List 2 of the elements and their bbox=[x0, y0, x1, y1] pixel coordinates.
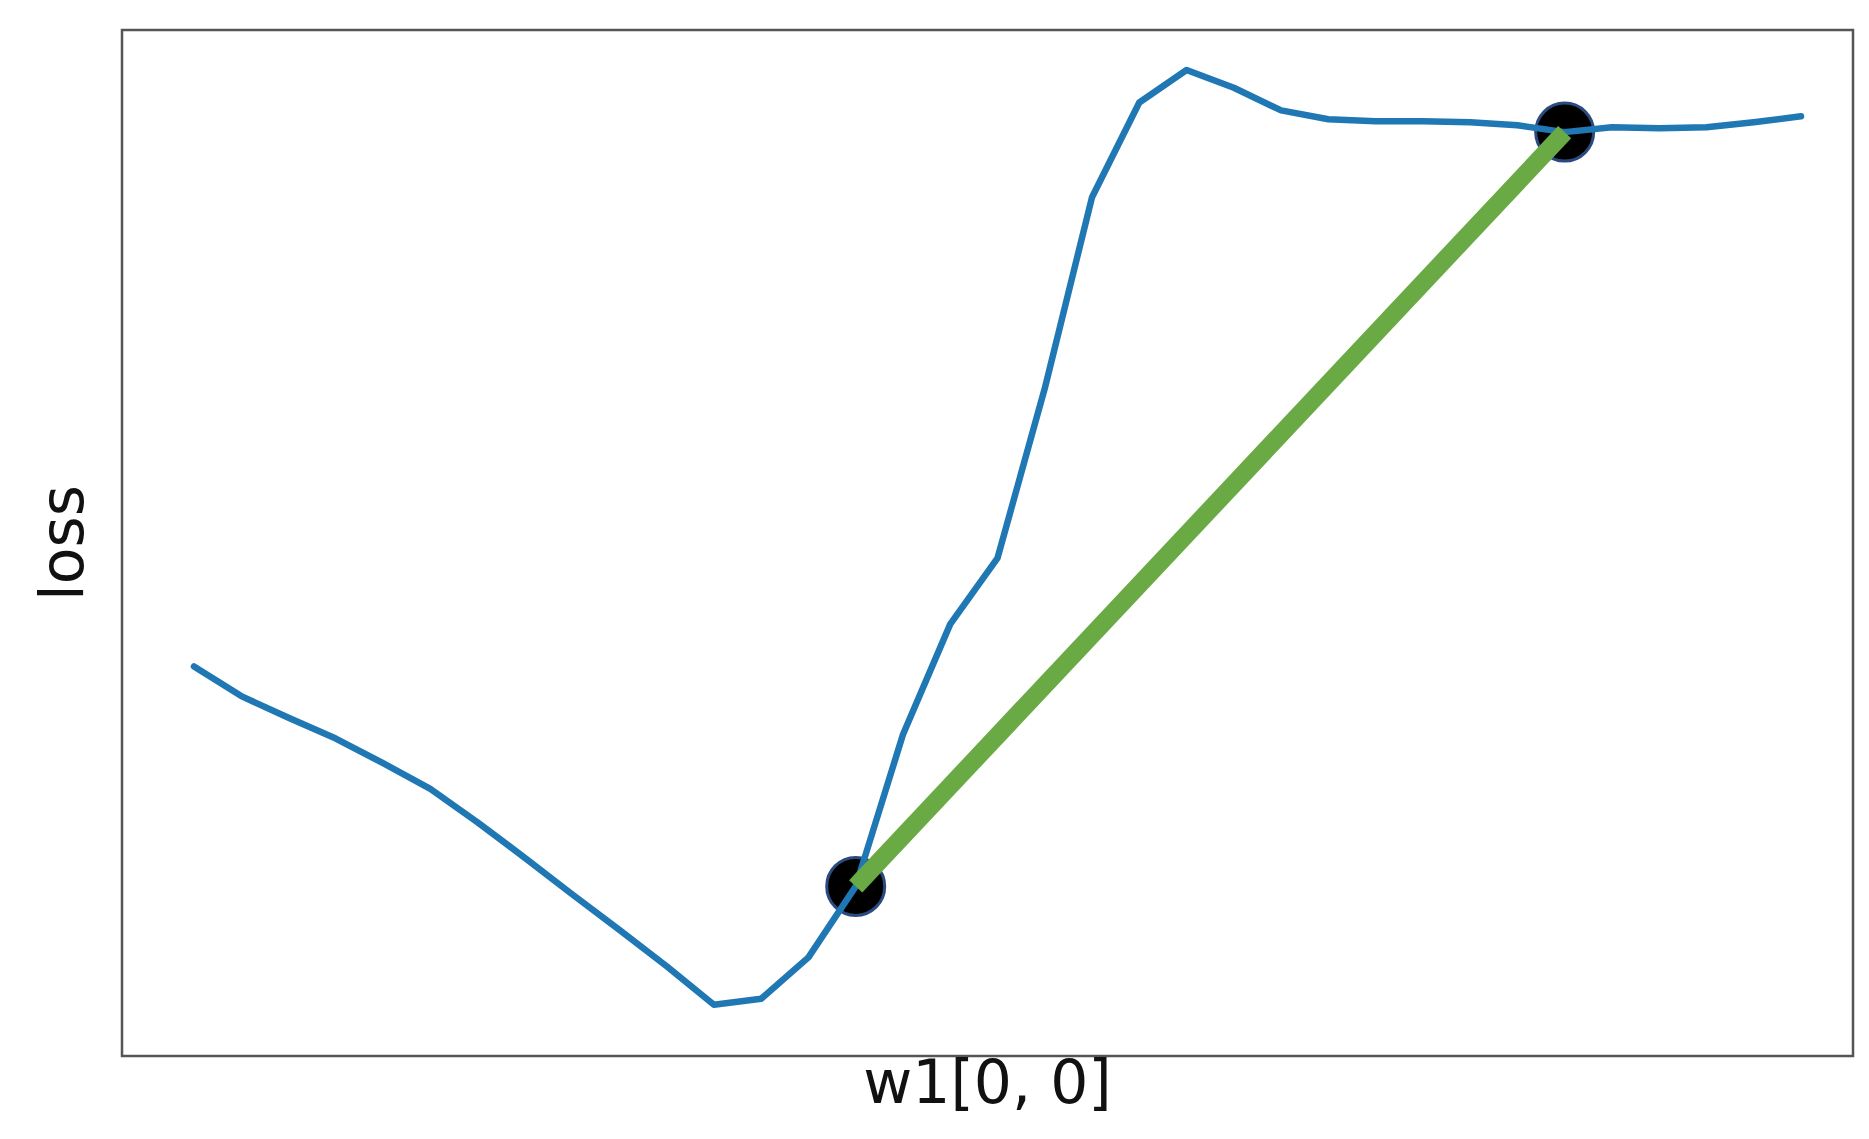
x-axis-title: w1[0, 0] bbox=[863, 1047, 1112, 1117]
y-axis-title: loss bbox=[27, 485, 97, 601]
